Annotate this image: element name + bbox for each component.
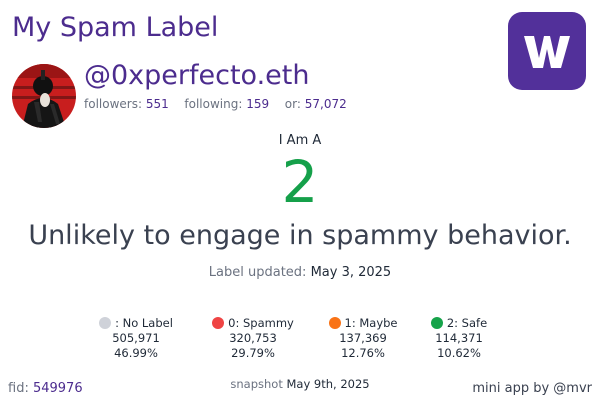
legend-percent: 10.62%: [437, 346, 481, 360]
credit-link[interactable]: mini app by @mvr: [472, 381, 592, 396]
legend-count: 114,371: [435, 331, 483, 345]
updated-date: May 3, 2025: [310, 265, 392, 280]
fid-value: 549976: [32, 381, 83, 396]
green-dot-icon: [430, 317, 443, 329]
legend-label: 2: Safe: [446, 316, 488, 330]
gray-dot-icon: [99, 317, 112, 329]
profile-stats: followers: 551 following: 159 or: 57,072: [84, 97, 347, 111]
label-updated: Label updated: May 3, 2025: [0, 265, 600, 280]
followers-label: followers:: [84, 97, 143, 111]
following-count: 159: [246, 97, 270, 111]
label-prefix: I Am A: [278, 133, 322, 148]
fid: fid: 549976: [8, 381, 83, 396]
legend-label: 1: Maybe: [344, 316, 398, 330]
w-logo-icon: [524, 36, 570, 68]
legend-count: 505,971: [112, 331, 160, 345]
or-label: or:: [284, 97, 301, 111]
legend-percent: 12.76%: [341, 346, 385, 360]
profile-handle[interactable]: @0xperfecto.eth: [84, 60, 310, 91]
legend-count: 137,369: [339, 331, 387, 345]
avatar-image: [12, 64, 76, 128]
orange-dot-icon: [328, 317, 341, 329]
avatar: [12, 64, 76, 128]
legend-count: 320,753: [229, 331, 277, 345]
app-title: My Spam Label: [12, 12, 219, 43]
legend-label: : No Label: [115, 316, 173, 330]
red-dot-icon: [212, 317, 225, 329]
legend-item-maybe: 1: Maybe 137,369 12.76%: [308, 316, 418, 361]
snapshot-date: May 9th, 2025: [286, 377, 370, 391]
snapshot: snapshot May 9th, 2025: [0, 377, 600, 391]
followers-count: 551: [145, 97, 169, 111]
snapshot-label: snapshot: [230, 377, 283, 391]
legend-percent: 46.99%: [114, 346, 158, 360]
legend-item-spammy: 0: Spammy 320,753 29.79%: [198, 316, 308, 361]
legend-label: 0: Spammy: [228, 316, 294, 330]
score-description: Unlikely to engage in spammy behavior.: [28, 220, 572, 251]
fid-label: fid:: [8, 381, 29, 396]
spam-score: 2: [281, 148, 319, 216]
legend-percent: 29.79%: [231, 346, 275, 360]
updated-label: Label updated:: [208, 265, 307, 280]
legend-item-safe: 2: Safe 114,371 10.62%: [404, 316, 514, 361]
following-label: following:: [184, 97, 243, 111]
or-count: 57,072: [304, 97, 347, 111]
warpcast-logo: [508, 12, 586, 90]
legend-item-no-label: : No Label 505,971 46.99%: [81, 316, 191, 361]
